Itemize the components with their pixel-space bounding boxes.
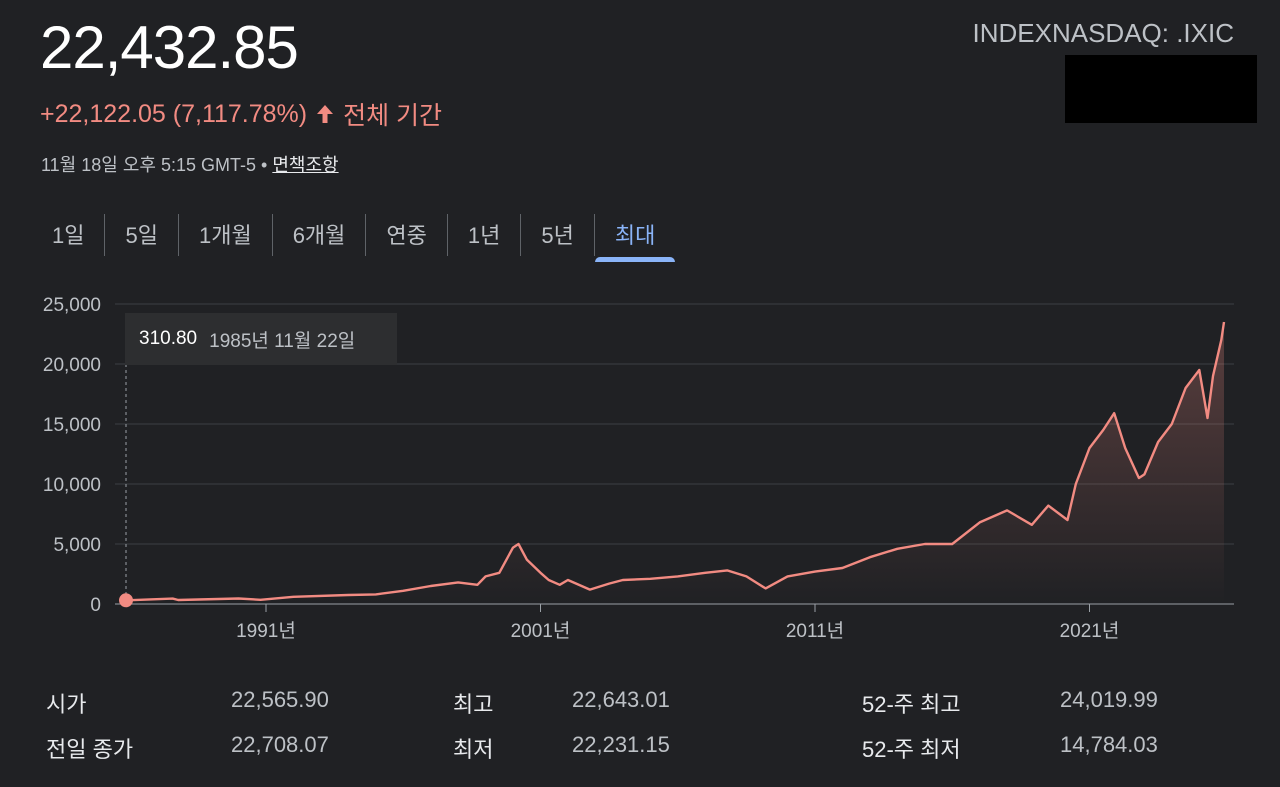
timestamp: 11월 18일 오후 5:15 GMT-5 bbox=[41, 155, 256, 175]
tooltip-value: 310.80 bbox=[139, 328, 198, 349]
price-chart[interactable]: 0 5,000 10,000 15,000 20,000 25,000 1991년 2001년… bbox=[0, 280, 1280, 660]
tab-divider bbox=[593, 214, 595, 256]
tab-1d[interactable]: 1일 bbox=[52, 223, 85, 248]
x-tick-label: 1991년 bbox=[236, 620, 296, 642]
tab-5d[interactable]: 5일 bbox=[125, 223, 158, 248]
stat-52w-high-label: 52-주 최고 bbox=[862, 692, 961, 717]
series-line bbox=[125, 321, 1226, 602]
tab-6m[interactable]: 6개월 bbox=[292, 223, 346, 248]
tab-5y[interactable]: 5년 bbox=[541, 223, 574, 248]
range-tabs: 1일 5일 1개월 6개월 연중 1년 5년 최대 bbox=[32, 212, 676, 264]
ticker-symbol: INDEXNASDAQ: .IXIC bbox=[972, 18, 1235, 48]
stat-low: 최저 22,231.15 bbox=[453, 732, 670, 764]
tab-divider bbox=[104, 214, 106, 256]
change-value: +22,122.05 (7,117.78%) bbox=[40, 99, 308, 128]
tab-1m[interactable]: 1개월 bbox=[198, 223, 252, 248]
stat-52w-low-value: 14,784.03 bbox=[1060, 732, 1158, 757]
tab-max[interactable]: 최대 bbox=[594, 212, 676, 262]
stat-open-value: 22,565.90 bbox=[231, 687, 329, 712]
tab-divider bbox=[177, 214, 179, 256]
tooltip-date: 1985년 11월 22일 bbox=[209, 330, 356, 352]
y-tick-label: 10,000 bbox=[43, 475, 101, 496]
y-tick-label: 25,000 bbox=[43, 295, 101, 316]
hover-point bbox=[119, 593, 133, 608]
price-change: +22,122.05 (7,117.78%) 전체 기간 bbox=[40, 96, 442, 132]
redacted-block bbox=[1065, 55, 1257, 123]
stat-prev-close-value: 22,708.07 bbox=[231, 732, 329, 757]
stat-low-value: 22,231.15 bbox=[572, 732, 670, 757]
y-tick-label: 20,000 bbox=[43, 355, 101, 376]
y-tick-label: 0 bbox=[90, 595, 101, 616]
x-tick-label: 2021년 bbox=[1060, 620, 1120, 642]
stat-open: 시가 22,565.90 bbox=[46, 687, 329, 719]
tab-divider bbox=[446, 214, 448, 256]
stat-52w-low: 52-주 최저 14,784.03 bbox=[862, 732, 1158, 764]
arrow-up-icon bbox=[317, 105, 334, 123]
timestamp-line: 11월 18일 오후 5:15 GMT-5 • 면책조항 bbox=[41, 151, 339, 177]
stat-high-label: 최고 bbox=[453, 692, 494, 717]
stat-open-label: 시가 bbox=[46, 692, 87, 717]
hover-tooltip: 310.80 1985년 11월 22일 bbox=[125, 313, 397, 365]
x-tick-label: 2011년 bbox=[786, 620, 844, 642]
tab-divider bbox=[365, 214, 367, 256]
x-tick-label: 2001년 bbox=[511, 620, 571, 642]
stat-prev-close: 전일 종가 22,708.07 bbox=[46, 732, 329, 764]
stat-52w-high: 52-주 최고 24,019.99 bbox=[862, 687, 1158, 719]
tab-1y[interactable]: 1년 bbox=[467, 223, 501, 248]
stat-low-label: 최저 bbox=[453, 737, 494, 762]
period-label: 전체 기간 bbox=[343, 102, 443, 130]
tab-divider bbox=[520, 214, 522, 256]
disclaimer-link[interactable]: 면책조항 bbox=[272, 155, 339, 175]
tab-divider bbox=[271, 214, 273, 256]
current-price: 22,432.85 bbox=[40, 14, 299, 81]
separator-dot: • bbox=[261, 155, 268, 175]
stat-high-value: 22,643.01 bbox=[572, 687, 670, 712]
series-area bbox=[126, 322, 1224, 604]
y-tick-label: 5,000 bbox=[53, 535, 101, 556]
stat-high: 최고 22,643.01 bbox=[453, 687, 670, 719]
stat-52w-high-value: 24,019.99 bbox=[1060, 687, 1158, 712]
stat-52w-low-label: 52-주 최저 bbox=[862, 737, 961, 762]
stat-prev-close-label: 전일 종가 bbox=[46, 737, 134, 762]
y-tick-label: 15,000 bbox=[43, 415, 101, 436]
tab-ytd[interactable]: 연중 bbox=[386, 223, 427, 248]
